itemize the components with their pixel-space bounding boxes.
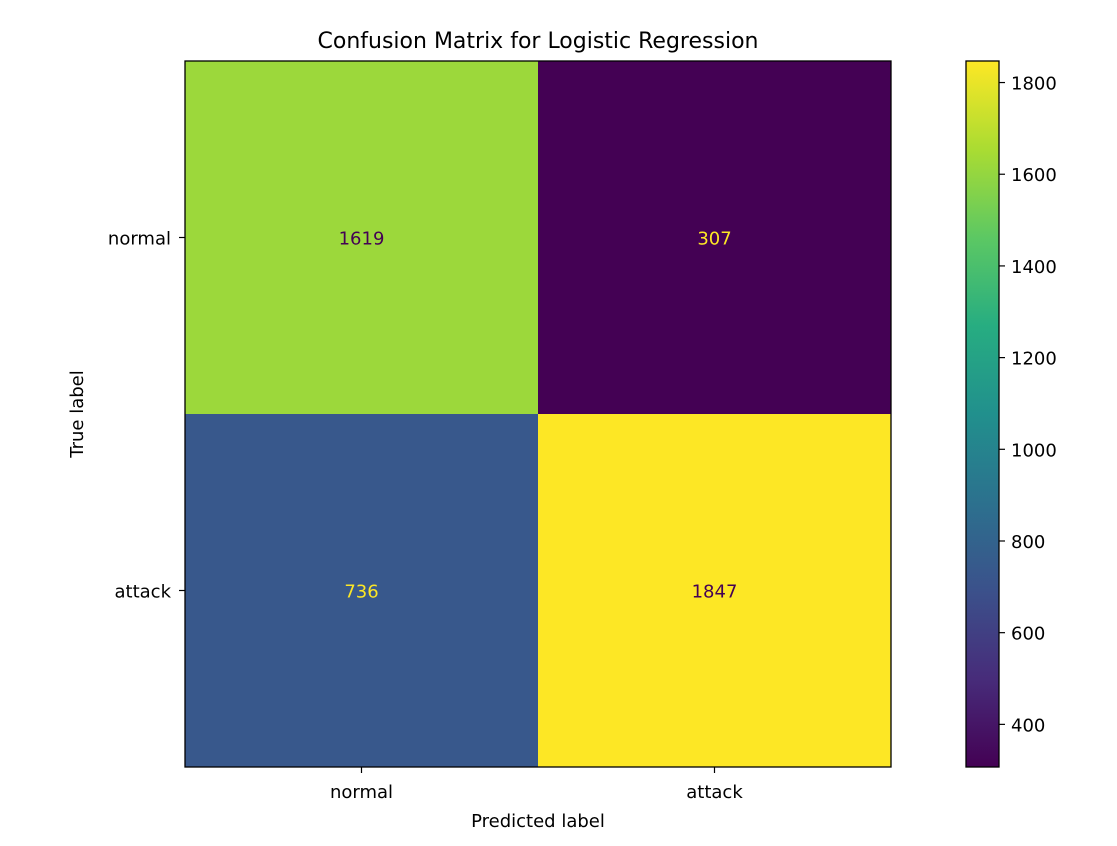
- colorbar-tick-label-800: 800: [1011, 532, 1045, 553]
- cell-value-normal-normal: 1619: [339, 229, 385, 250]
- colorbar: [966, 61, 999, 767]
- colorbar-tick-label-400: 400: [1011, 715, 1045, 736]
- colorbar-tick-label-1400: 1400: [1011, 257, 1057, 278]
- x-axis-label: Predicted label: [471, 811, 605, 832]
- cell-value-normal-attack: 307: [697, 229, 731, 250]
- heatmap-cell-attack-attack: [538, 414, 891, 767]
- heatmap-cell-normal-attack: [538, 61, 891, 414]
- x-tick-label-normal: normal: [330, 782, 393, 803]
- colorbar-tick-label-1600: 1600: [1011, 165, 1057, 186]
- cell-value-attack-normal: 736: [344, 582, 378, 603]
- x-tick-label-attack: attack: [686, 782, 743, 803]
- heatmap-cell-normal-normal: [185, 61, 538, 414]
- colorbar-tick-label-1800: 1800: [1011, 74, 1057, 95]
- heatmap-cell-attack-normal: [185, 414, 538, 767]
- plot-frame: [184, 60, 892, 768]
- colorbar-tick-label-1000: 1000: [1011, 440, 1057, 461]
- colorbar-frame: [965, 60, 1000, 768]
- colorbar-tick-label-600: 600: [1011, 624, 1045, 645]
- y-tick-label-normal: normal: [108, 229, 171, 250]
- colorbar-tick-label-1200: 1200: [1011, 349, 1057, 370]
- y-tick-label-attack: attack: [115, 582, 172, 603]
- y-axis-label: True label: [67, 370, 88, 459]
- chart-title: Confusion Matrix for Logistic Regression: [318, 29, 759, 54]
- cell-value-attack-attack: 1847: [692, 582, 738, 603]
